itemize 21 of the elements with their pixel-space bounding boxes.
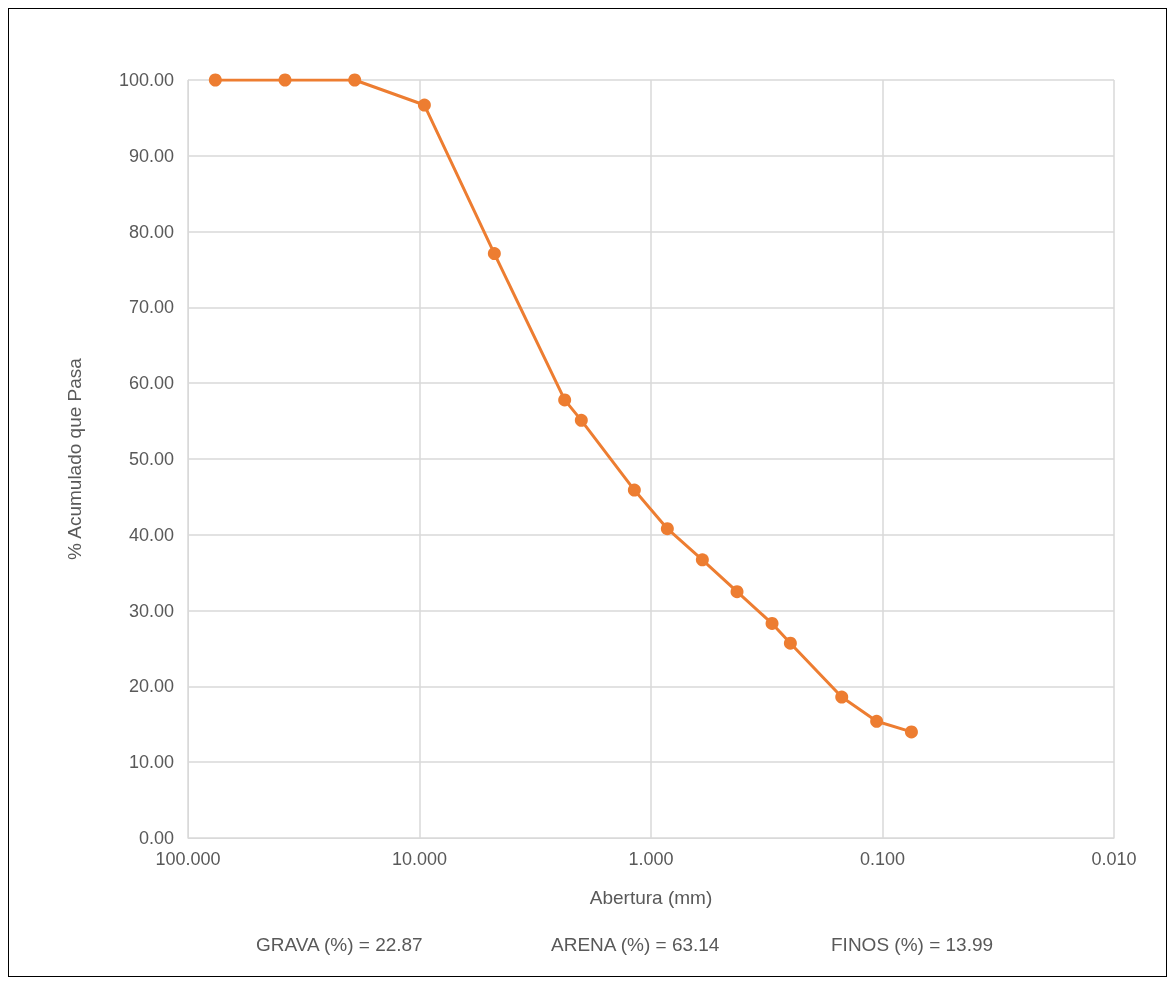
x-tick-label: 1.000 (628, 849, 674, 869)
y-tick-label: 100.00 (118, 70, 174, 90)
y-tick-label: 10.00 (128, 752, 174, 773)
text: GRAVA (%) = 22.87 (256, 934, 423, 955)
y-tick-label: 60.00 (128, 373, 174, 394)
y-tick-label: 50.00 (128, 449, 174, 469)
x-tick-label: 100.000 (155, 849, 221, 869)
y-tick-label: 0.00 (138, 828, 174, 848)
x-tick-label: 0.100 (859, 849, 906, 869)
y-tick-label: 20.00 (128, 676, 174, 697)
y-tick-label: 80.00 (128, 221, 174, 242)
y-tick-label: 40.00 (128, 524, 174, 545)
x-tick-label: 0.010 (1091, 849, 1137, 869)
text: ARENA (%) = 63.14 (551, 934, 720, 955)
x-axis-title: Abertura (mm) (589, 887, 713, 908)
y-tick-label: 30.00 (128, 600, 174, 621)
y-tick-label: 70.00 (128, 297, 174, 318)
x-tick-label: 10.000 (391, 849, 448, 869)
y-tick-label: 90.00 (128, 145, 174, 166)
y-axis-title: % Acumulado que Pasa (64, 357, 85, 560)
text: FINOS (%) = 13.99 (831, 934, 994, 955)
